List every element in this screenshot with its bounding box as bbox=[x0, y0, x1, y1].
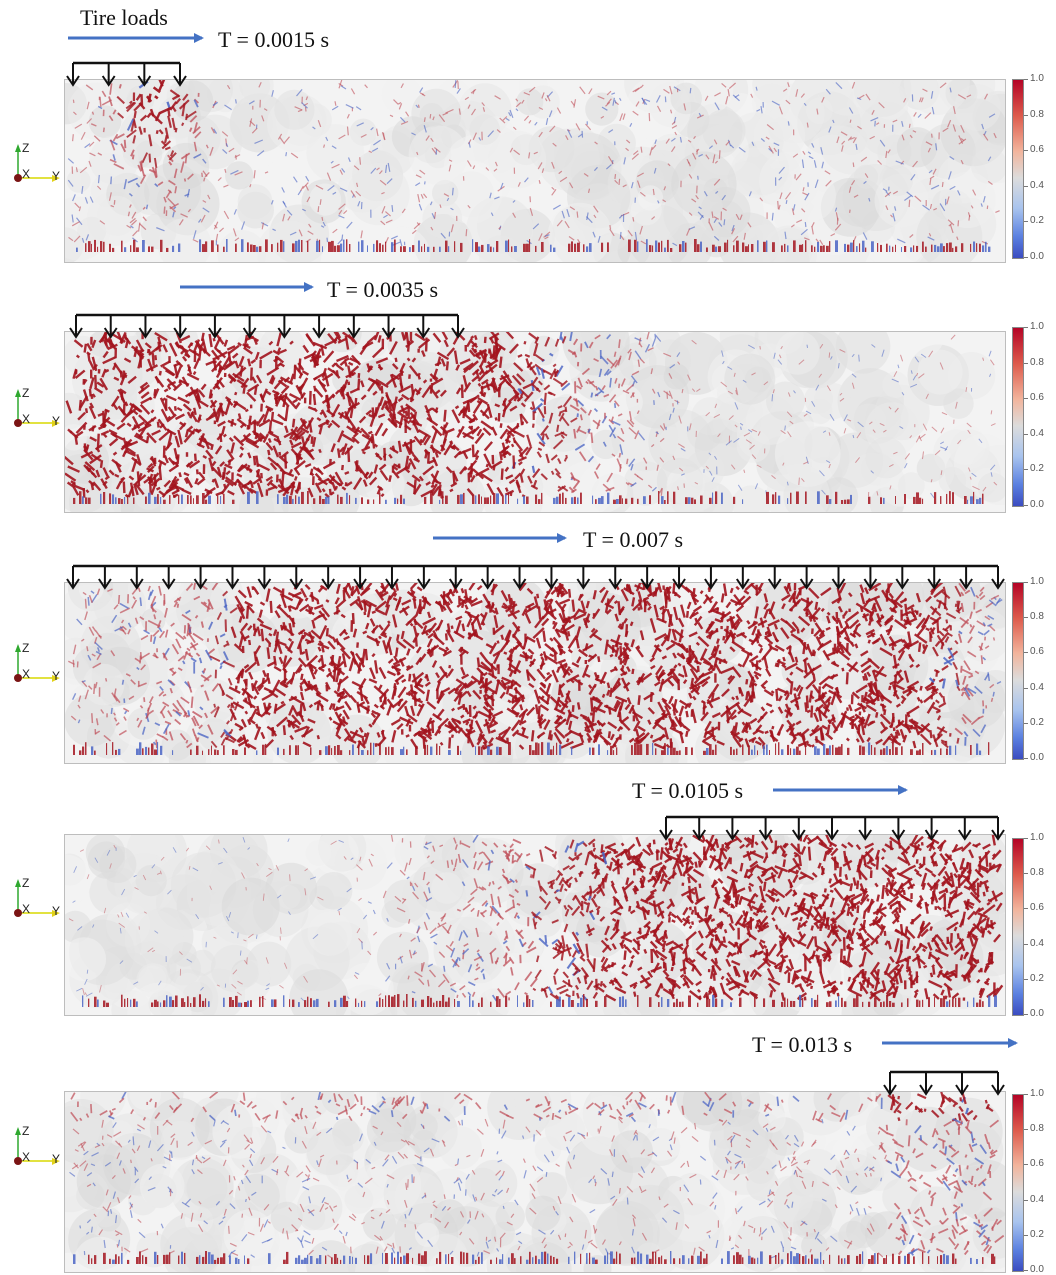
tire-load-arrows-2 bbox=[70, 315, 464, 337]
tire-load-arrows-1 bbox=[67, 63, 186, 85]
tire-load-arrows-4 bbox=[660, 817, 1004, 839]
tire-load-arrows-5 bbox=[884, 1072, 1004, 1094]
tire-load-arrows-3 bbox=[67, 566, 1004, 588]
